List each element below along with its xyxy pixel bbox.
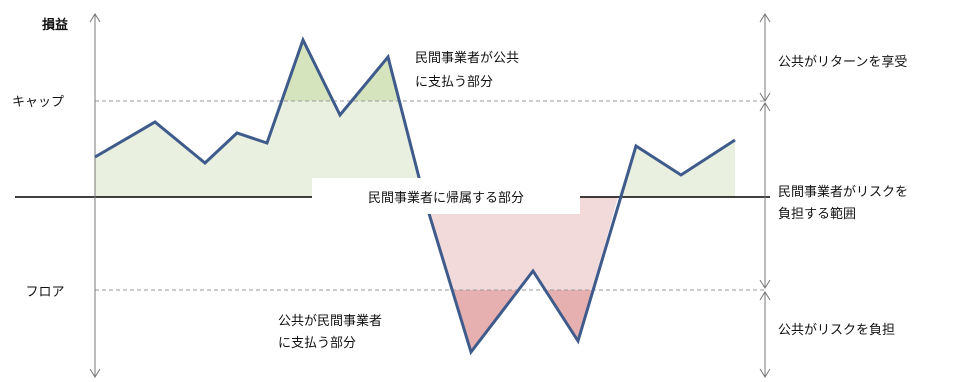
public-return-area	[281, 40, 400, 101]
floor-label: フロア	[25, 285, 64, 300]
public-risk-area	[452, 290, 593, 352]
cap-label: キャップ	[12, 95, 64, 110]
profit-loss-line	[94, 36, 736, 356]
right-label-bottom: 公共がリスクを負担	[778, 323, 895, 338]
private-loss-area	[424, 197, 618, 352]
center-note: 民間事業者に帰属する部分	[368, 190, 524, 206]
y-axis-label: 損益	[42, 17, 68, 33]
lower-note-line-2: に支払う部分	[278, 336, 356, 351]
lower-note-line-1: 公共が民間事業者	[278, 313, 382, 329]
y-axis	[89, 13, 101, 378]
right-label-middle-2: 負担する範囲	[778, 207, 856, 222]
private-retained-gain-area	[95, 40, 424, 197]
center-note-box	[312, 178, 580, 214]
right-label-middle-1: 民間事業者がリスクを	[778, 184, 908, 200]
upper-note-line-2: に支払う部分	[415, 75, 493, 90]
right-range-arrows	[759, 13, 771, 378]
right-label-top: 公共がリターンを享受	[778, 54, 907, 70]
upper-note-line-1: 民間事業者が公共	[415, 50, 519, 66]
